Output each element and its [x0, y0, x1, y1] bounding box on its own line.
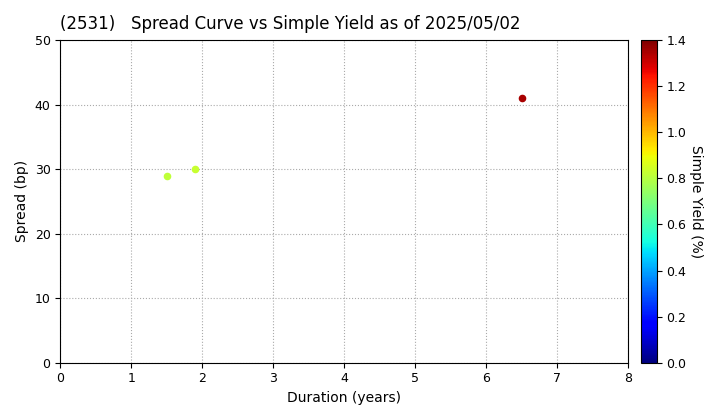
Point: [161, 172, 173, 179]
Text: (2531)   Spread Curve vs Simple Yield as of 2025/05/02: (2531) Spread Curve vs Simple Yield as o…: [60, 15, 521, 33]
X-axis label: Duration (years): Duration (years): [287, 391, 401, 405]
Y-axis label: Spread (bp): Spread (bp): [15, 160, 29, 242]
Y-axis label: Simple Yield (%): Simple Yield (%): [689, 145, 703, 258]
Point: [516, 95, 528, 102]
Point: [189, 166, 201, 173]
